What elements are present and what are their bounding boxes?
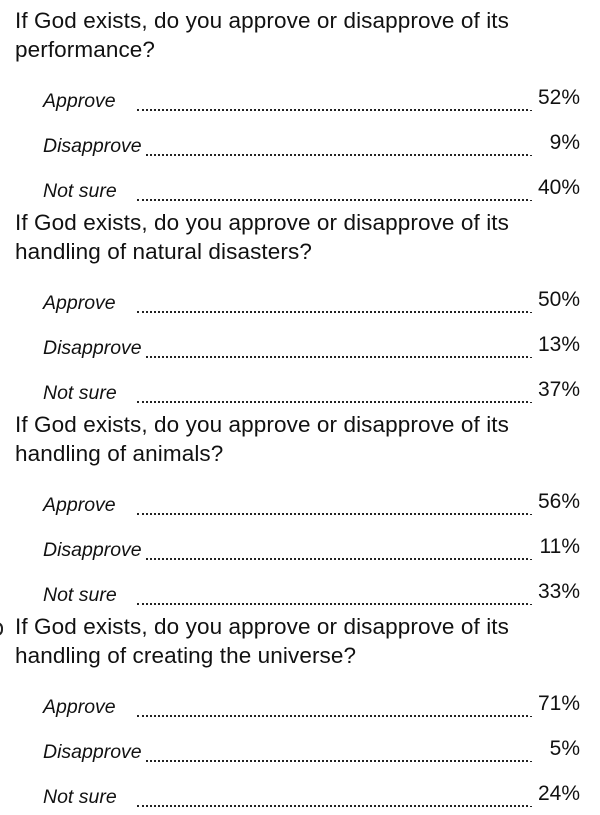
answer-list: Approve 50% Disapprove 13% Not sure 37% bbox=[15, 276, 590, 411]
answer-label: Disapprove bbox=[43, 741, 144, 763]
answer-percentage: 33% bbox=[528, 580, 580, 604]
dotted-leader bbox=[137, 401, 532, 403]
answer-label: Approve bbox=[43, 696, 118, 718]
answer-percentage: 9% bbox=[528, 131, 580, 155]
dotted-leader bbox=[137, 199, 532, 201]
dotted-leader bbox=[137, 805, 532, 807]
answer-list: Approve 52% Disapprove 9% Not sure 40% bbox=[15, 74, 590, 209]
answer-row: Disapprove 9% bbox=[15, 119, 590, 164]
answer-row: Disapprove 11% bbox=[15, 523, 590, 568]
answer-row: Not sure 40% bbox=[15, 164, 590, 209]
dotted-leader bbox=[137, 513, 532, 515]
answer-label: Disapprove bbox=[43, 135, 144, 157]
answer-label: Approve bbox=[43, 494, 118, 516]
answer-label: Not sure bbox=[43, 382, 119, 404]
answer-row: Approve 71% bbox=[15, 680, 590, 725]
answer-percentage: 24% bbox=[528, 782, 580, 806]
answer-percentage: 11% bbox=[528, 535, 580, 559]
answer-percentage: 13% bbox=[528, 333, 580, 357]
answer-percentage: 71% bbox=[528, 692, 580, 716]
answer-label: Disapprove bbox=[43, 337, 144, 359]
answer-row: Not sure 37% bbox=[15, 366, 590, 411]
answer-row: Disapprove 13% bbox=[15, 321, 590, 366]
dotted-leader bbox=[137, 311, 532, 313]
question-block-natural-disasters: If God exists, do you approve or disappr… bbox=[15, 208, 590, 411]
question-block-creating-universe: If God exists, do you approve or disappr… bbox=[15, 612, 590, 815]
dotted-leader bbox=[137, 356, 532, 358]
answer-label: Not sure bbox=[43, 786, 119, 808]
question-text: If God exists, do you approve or disappr… bbox=[15, 8, 510, 62]
answer-percentage: 52% bbox=[528, 86, 580, 110]
answer-percentage: 5% bbox=[528, 737, 580, 761]
dotted-leader bbox=[137, 154, 532, 156]
question-text: If God exists, do you approve or disappr… bbox=[15, 210, 510, 264]
answer-row: Approve 56% bbox=[15, 478, 590, 523]
answer-list: Approve 56% Disapprove 11% Not sure 33% bbox=[15, 478, 590, 613]
question-block-performance: If God exists, do you approve or disappr… bbox=[15, 6, 590, 209]
question-block-animals: If God exists, do you approve or disappr… bbox=[15, 410, 590, 613]
answer-label: Approve bbox=[43, 90, 118, 112]
answer-percentage: 56% bbox=[528, 490, 580, 514]
dotted-leader bbox=[137, 109, 532, 111]
answer-percentage: 50% bbox=[528, 288, 580, 312]
answer-label: Approve bbox=[43, 292, 118, 314]
partial-bullet-mark bbox=[0, 622, 3, 636]
answer-row: Approve 52% bbox=[15, 74, 590, 119]
answer-percentage: 40% bbox=[528, 176, 580, 200]
answer-percentage: 37% bbox=[528, 378, 580, 402]
answer-row: Disapprove 5% bbox=[15, 725, 590, 770]
dotted-leader bbox=[137, 760, 532, 762]
question-text: If God exists, do you approve or disappr… bbox=[15, 614, 510, 668]
dotted-leader bbox=[137, 558, 532, 560]
answer-label: Not sure bbox=[43, 180, 119, 202]
answer-list: Approve 71% Disapprove 5% Not sure 24% bbox=[15, 680, 590, 815]
answer-row: Approve 50% bbox=[15, 276, 590, 321]
answer-label: Not sure bbox=[43, 584, 119, 606]
question-text: If God exists, do you approve or disappr… bbox=[15, 412, 510, 466]
answer-row: Not sure 33% bbox=[15, 568, 590, 613]
answer-row: Not sure 24% bbox=[15, 770, 590, 815]
dotted-leader bbox=[137, 603, 532, 605]
dotted-leader bbox=[137, 715, 532, 717]
answer-label: Disapprove bbox=[43, 539, 144, 561]
